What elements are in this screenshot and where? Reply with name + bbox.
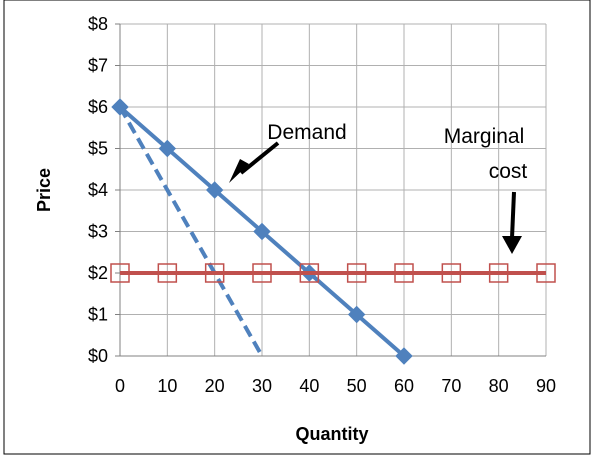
data-point-marginal-cost <box>346 263 367 283</box>
marginal-cost-annotation-line-2: cost <box>489 160 528 183</box>
y-tick-label: $1 <box>88 305 108 325</box>
y-tick-label: $3 <box>88 222 108 242</box>
data-point-demand <box>395 347 413 365</box>
y-tick-label: $4 <box>88 180 108 200</box>
series-line-marginal-revenue <box>118 106 264 357</box>
x-tick-label: 0 <box>115 376 125 396</box>
marginal-cost-annotation-line-1: Marginal <box>444 125 525 148</box>
y-tick-label: $5 <box>88 139 108 159</box>
data-point-demand <box>205 181 224 199</box>
series <box>110 98 556 365</box>
x-tick-label: 70 <box>441 376 461 396</box>
demand-annotation: Demand <box>267 121 346 144</box>
data-point-demand <box>253 222 271 241</box>
x-tick-label: 80 <box>489 376 509 396</box>
y-tick-label: $7 <box>88 56 108 76</box>
axes <box>115 23 546 357</box>
data-point-marginal-cost <box>204 263 225 283</box>
data-point-marginal-cost <box>252 263 272 283</box>
y-tick-label: $6 <box>88 97 108 117</box>
x-axis-title: Quantity <box>295 424 368 444</box>
x-tick-label: 40 <box>299 376 319 396</box>
data-point-marginal-cost <box>441 263 462 283</box>
data-point-marginal-cost <box>157 263 178 283</box>
data-point-marginal-cost <box>299 263 320 283</box>
gridlines <box>120 23 547 356</box>
data-point-marginal-cost <box>488 263 509 283</box>
data-point-demand <box>347 305 366 324</box>
data-point-marginal-cost <box>536 263 556 283</box>
data-point-marginal-cost <box>394 263 414 283</box>
x-tick-label: 20 <box>205 376 225 396</box>
x-tick-label: 60 <box>394 376 414 396</box>
tick-labels: 0 10 20 30 40 50 60 70 80 90 $0 $1 $2 $3 $4 $5 $6 $7 $8 <box>88 14 556 396</box>
chart-border <box>3 0 591 455</box>
x-tick-label: 90 <box>536 376 556 396</box>
marginal-cost-arrow-head <box>502 236 522 254</box>
x-tick-label: 30 <box>252 376 272 396</box>
demand-arrow-head <box>229 159 249 183</box>
data-point-demand <box>158 139 177 158</box>
y-tick-label: $8 <box>88 14 108 34</box>
annotations: Demand Marginal cost <box>229 121 527 254</box>
x-tick-label: 50 <box>347 376 367 396</box>
marginal-cost-arrow-shaft <box>510 191 516 239</box>
y-axis-title: Price <box>34 168 54 212</box>
x-tick-label: 10 <box>157 376 177 396</box>
y-tick-label: $0 <box>88 346 108 366</box>
demand-arrow-shaft <box>239 141 280 175</box>
y-tick-label: $2 <box>88 263 108 283</box>
data-point-marginal-cost <box>110 263 130 283</box>
